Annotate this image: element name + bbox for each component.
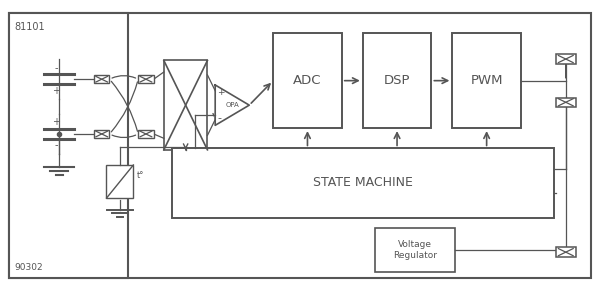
Text: PWM: PWM (470, 74, 503, 87)
FancyArrowPatch shape (111, 81, 137, 131)
Bar (94, 130, 109, 138)
Bar (94, 75, 109, 83)
Text: ADC: ADC (293, 74, 322, 87)
Bar (363, 33, 431, 128)
Text: 81101: 81101 (14, 22, 45, 31)
Bar (164, 61, 208, 150)
Bar (8, 13, 128, 278)
Bar (107, 165, 133, 198)
Bar (172, 148, 554, 218)
Text: STATE MACHINE: STATE MACHINE (313, 176, 413, 189)
FancyArrowPatch shape (112, 135, 136, 138)
Bar (556, 97, 575, 107)
Text: +: + (52, 118, 61, 127)
Bar (556, 54, 575, 64)
Bar (374, 228, 455, 272)
Text: Voltage
Regulator: Voltage Regulator (393, 240, 437, 260)
Text: +: + (217, 88, 224, 97)
Text: -: - (55, 63, 58, 73)
FancyArrowPatch shape (111, 82, 137, 132)
Bar (273, 33, 342, 128)
Text: -: - (217, 113, 221, 123)
Text: 90302: 90302 (14, 263, 43, 272)
Text: -: - (55, 141, 58, 150)
Text: OPA: OPA (226, 102, 239, 108)
Bar (138, 75, 154, 83)
Bar (138, 130, 154, 138)
Text: t°: t° (136, 171, 144, 180)
FancyArrowPatch shape (112, 76, 136, 78)
Text: DSP: DSP (384, 74, 410, 87)
Polygon shape (215, 85, 249, 125)
Text: +: + (52, 86, 61, 96)
Bar (556, 247, 575, 257)
Bar (452, 33, 521, 128)
